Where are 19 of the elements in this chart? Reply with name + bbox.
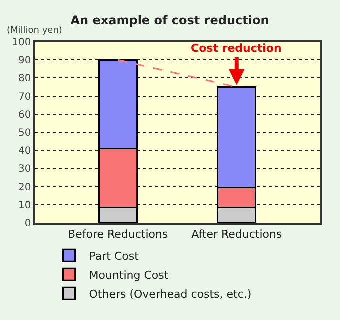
x-tick-label: Before Reductions [68,228,168,241]
legend-label: Part Cost [89,250,140,263]
y-tick-label: 90 [18,56,32,67]
y-tick-label: 70 [18,92,32,103]
y-tick-label: 50 [18,128,32,139]
y-tick-label: 20 [18,182,32,194]
y-tick-label: 10 [18,200,32,212]
y-tick-label: 100 [12,38,32,48]
y-tick-label: 40 [18,146,32,158]
y-tick-label: 0 [24,218,32,230]
y-axis-title: (Million yen) [7,26,62,36]
chart-title: An example of cost reduction [70,13,270,28]
y-tick-label: 30 [18,164,32,176]
legend-label: Others (Overhead costs, etc.) [89,288,252,301]
x-tick-label: After Reductions [192,228,282,241]
annotation: Cost reduction [191,42,282,55]
y-tick-label: 60 [18,110,32,121]
legend-label: Mounting Cost [89,268,170,282]
y-tick-label: 80 [18,74,32,85]
